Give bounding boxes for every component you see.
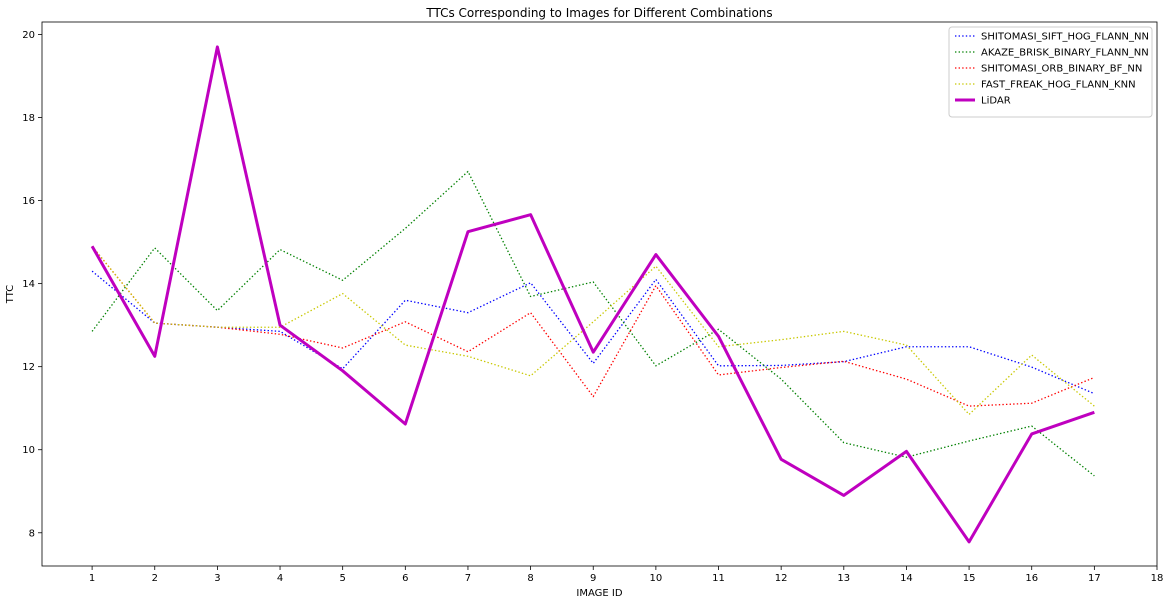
x-axis: 1 2 3 4 5 6 7 8 9 10 11 12 13 14 15 16 17 18 [89, 566, 1163, 584]
x-tick-label: 18 [1151, 573, 1164, 584]
x-tick-label: 5 [339, 573, 345, 584]
series-line-lidar [90, 45, 1095, 544]
y-tick-label: 18 [22, 113, 35, 124]
series-line-shitomasi-sift-hog-flann-nn [91, 270, 1095, 395]
plot-frame [41, 21, 1158, 567]
legend-label: LiDAR [981, 96, 1011, 107]
series-line-akaze-brisk-binary-flann-nn [91, 170, 1095, 477]
y-tick-label: 10 [22, 445, 35, 456]
x-tick-label: 4 [277, 573, 283, 584]
x-tick-label: 9 [590, 573, 596, 584]
x-tick-label: 12 [775, 573, 788, 584]
series-line-shitomasi-orb-binary-bf-nn [91, 245, 1095, 407]
y-tick-label: 20 [22, 30, 35, 41]
legend-label: AKAZE_BRISK_BINARY_FLANN_NN [981, 48, 1149, 59]
y-tick-label: 12 [22, 362, 35, 373]
y-tick-label: 8 [29, 528, 35, 539]
plot-area [41, 21, 1158, 567]
y-axis: 8 10 12 14 16 18 20 [22, 30, 42, 539]
legend-label: SHITOMASI_ORB_BINARY_BF_NN [981, 64, 1142, 75]
y-tick-label: 14 [22, 279, 35, 290]
x-tick-label: 10 [650, 573, 663, 584]
legend: SHITOMASI_SIFT_HOG_FLANN_NN AKAZE_BRISK_B… [948, 26, 1153, 118]
series-layer [90, 45, 1095, 544]
x-tick-label: 17 [1088, 573, 1101, 584]
x-tick-label: 14 [900, 573, 913, 584]
x-tick-label: 1 [89, 573, 95, 584]
x-tick-label: 11 [712, 573, 725, 584]
y-axis-label: TTC [5, 285, 16, 304]
x-tick-label: 16 [1025, 573, 1038, 584]
y-tick-label: 16 [22, 196, 35, 207]
x-tick-label: 6 [402, 573, 408, 584]
x-tick-label: 13 [837, 573, 850, 584]
legend-label: FAST_FREAK_HOG_FLANN_KNN [981, 80, 1136, 91]
x-tick-label: 8 [527, 573, 533, 584]
x-tick-label: 3 [214, 573, 220, 584]
chart-title: TTCs Corresponding to Images for Differe… [425, 6, 772, 20]
x-tick-label: 2 [152, 573, 158, 584]
x-tick-label: 15 [963, 573, 976, 584]
x-tick-label: 7 [465, 573, 471, 584]
legend-label: SHITOMASI_SIFT_HOG_FLANN_NN [981, 32, 1149, 43]
x-axis-label: IMAGE ID [576, 588, 622, 599]
legend-box [948, 26, 1153, 118]
